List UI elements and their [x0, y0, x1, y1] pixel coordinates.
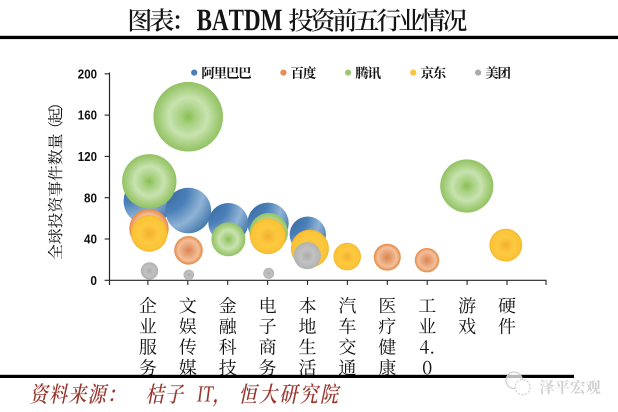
svg-text:200: 200	[78, 66, 97, 81]
svg-text:80: 80	[84, 190, 97, 205]
svg-text:160: 160	[78, 108, 97, 123]
svg-text:120: 120	[78, 149, 97, 164]
svg-text:0: 0	[90, 273, 97, 288]
svg-text:40: 40	[84, 232, 97, 247]
